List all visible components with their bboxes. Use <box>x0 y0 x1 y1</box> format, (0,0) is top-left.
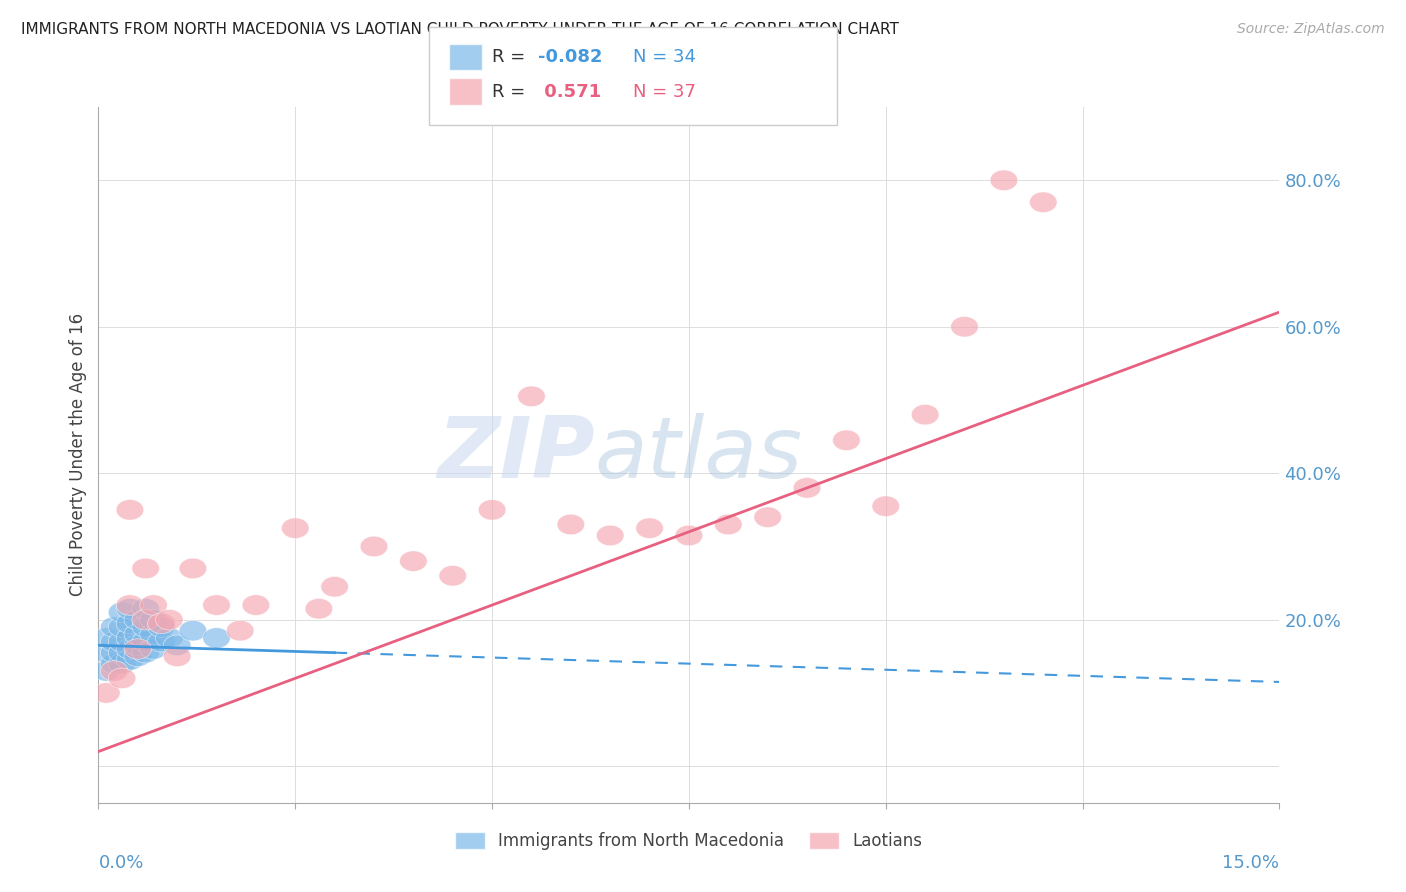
Ellipse shape <box>93 628 120 648</box>
Ellipse shape <box>108 668 136 689</box>
Ellipse shape <box>117 599 143 619</box>
Ellipse shape <box>132 642 159 663</box>
Ellipse shape <box>950 317 979 337</box>
Ellipse shape <box>124 635 152 656</box>
Ellipse shape <box>139 595 167 615</box>
Ellipse shape <box>117 595 143 615</box>
Ellipse shape <box>179 621 207 641</box>
Text: N = 37: N = 37 <box>633 83 696 101</box>
Ellipse shape <box>360 536 388 557</box>
Ellipse shape <box>636 518 664 539</box>
Text: 15.0%: 15.0% <box>1222 854 1279 872</box>
Ellipse shape <box>872 496 900 516</box>
Ellipse shape <box>179 558 207 579</box>
Text: Source: ZipAtlas.com: Source: ZipAtlas.com <box>1237 22 1385 37</box>
Y-axis label: Child Poverty Under the Age of 16: Child Poverty Under the Age of 16 <box>69 313 87 597</box>
Ellipse shape <box>202 628 231 648</box>
Ellipse shape <box>163 646 191 666</box>
Ellipse shape <box>117 613 143 633</box>
Ellipse shape <box>117 639 143 659</box>
Ellipse shape <box>911 404 939 425</box>
Ellipse shape <box>100 642 128 663</box>
Ellipse shape <box>202 595 231 615</box>
Ellipse shape <box>557 515 585 534</box>
Ellipse shape <box>93 642 120 663</box>
Ellipse shape <box>108 616 136 637</box>
Ellipse shape <box>226 621 254 641</box>
Ellipse shape <box>93 661 120 681</box>
Ellipse shape <box>399 551 427 572</box>
Ellipse shape <box>478 500 506 520</box>
Ellipse shape <box>832 430 860 450</box>
Ellipse shape <box>1029 192 1057 212</box>
Ellipse shape <box>675 525 703 546</box>
Ellipse shape <box>321 576 349 597</box>
Ellipse shape <box>100 616 128 637</box>
Ellipse shape <box>132 616 159 637</box>
Ellipse shape <box>124 646 152 666</box>
Legend: Immigrants from North Macedonia, Laotians: Immigrants from North Macedonia, Laotian… <box>449 826 929 857</box>
Ellipse shape <box>100 661 128 681</box>
Ellipse shape <box>132 599 159 619</box>
Ellipse shape <box>517 386 546 407</box>
Text: N = 34: N = 34 <box>633 48 696 66</box>
Ellipse shape <box>242 595 270 615</box>
Ellipse shape <box>124 609 152 630</box>
Ellipse shape <box>754 507 782 527</box>
Ellipse shape <box>156 609 183 630</box>
Ellipse shape <box>990 170 1018 191</box>
Ellipse shape <box>305 599 333 619</box>
Ellipse shape <box>793 477 821 498</box>
Ellipse shape <box>132 558 159 579</box>
Ellipse shape <box>148 616 176 637</box>
Ellipse shape <box>132 609 159 630</box>
Ellipse shape <box>596 525 624 546</box>
Ellipse shape <box>132 632 159 652</box>
Ellipse shape <box>117 628 143 648</box>
Ellipse shape <box>139 624 167 645</box>
Ellipse shape <box>100 632 128 652</box>
Text: atlas: atlas <box>595 413 803 497</box>
Ellipse shape <box>117 500 143 520</box>
Text: 0.571: 0.571 <box>538 83 602 101</box>
Ellipse shape <box>156 628 183 648</box>
Ellipse shape <box>108 632 136 652</box>
Ellipse shape <box>148 613 176 633</box>
Ellipse shape <box>100 654 128 673</box>
Ellipse shape <box>108 642 136 663</box>
Ellipse shape <box>281 518 309 539</box>
Ellipse shape <box>124 639 152 659</box>
Text: -0.082: -0.082 <box>538 48 603 66</box>
Ellipse shape <box>117 649 143 670</box>
Ellipse shape <box>108 602 136 623</box>
Ellipse shape <box>124 624 152 645</box>
Text: ZIP: ZIP <box>437 413 595 497</box>
Text: R =: R = <box>492 48 531 66</box>
Ellipse shape <box>139 639 167 659</box>
Ellipse shape <box>108 654 136 673</box>
Ellipse shape <box>163 635 191 656</box>
Ellipse shape <box>439 566 467 586</box>
Ellipse shape <box>714 515 742 534</box>
Ellipse shape <box>139 609 167 630</box>
Ellipse shape <box>93 682 120 703</box>
Ellipse shape <box>148 632 176 652</box>
Text: IMMIGRANTS FROM NORTH MACEDONIA VS LAOTIAN CHILD POVERTY UNDER THE AGE OF 16 COR: IMMIGRANTS FROM NORTH MACEDONIA VS LAOTI… <box>21 22 898 37</box>
Text: 0.0%: 0.0% <box>98 854 143 872</box>
Text: R =: R = <box>492 83 531 101</box>
